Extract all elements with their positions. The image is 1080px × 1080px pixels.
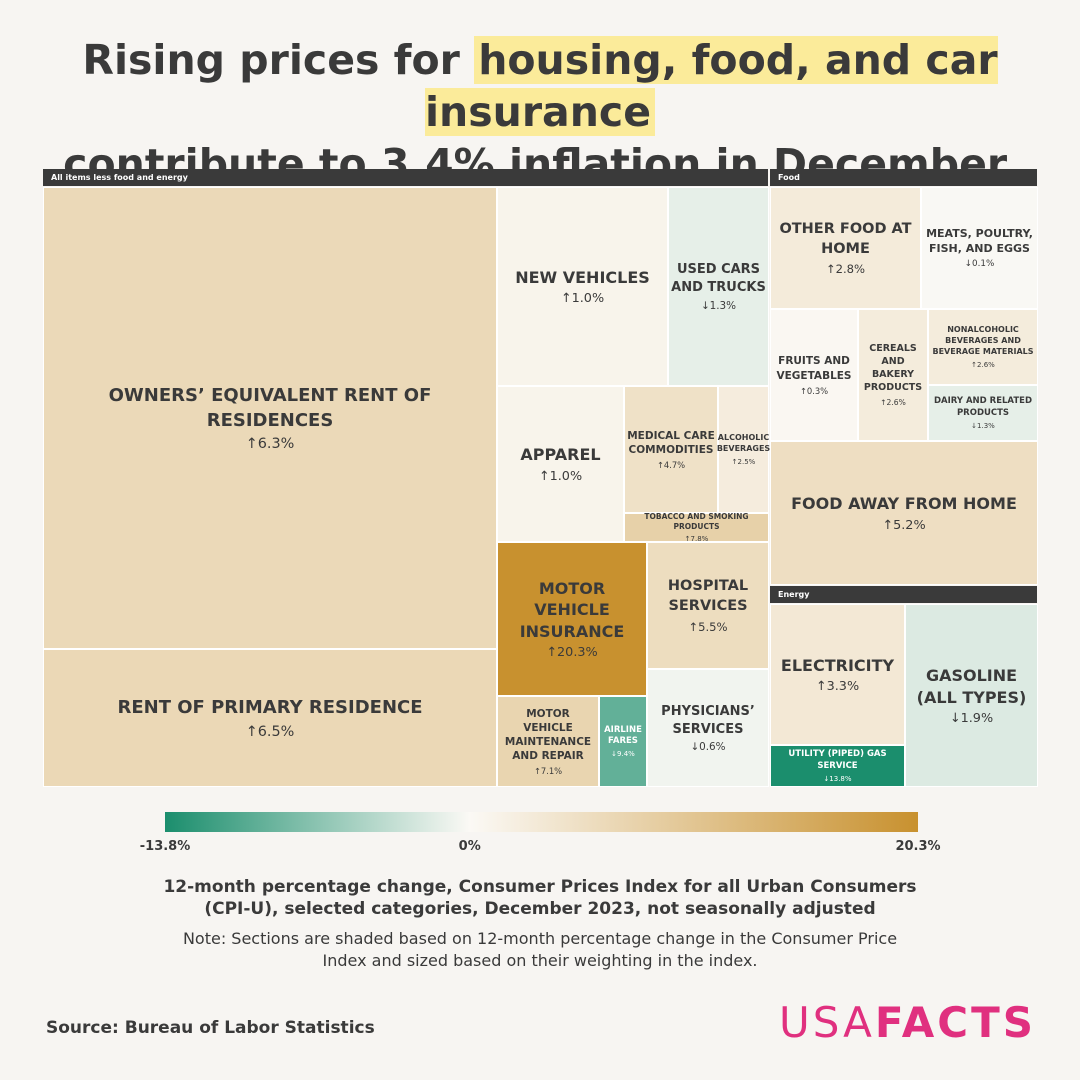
tile-label: Alcoholic beverages [716, 433, 771, 453]
value-label: ↑6.3% [245, 435, 295, 452]
group-header: Food [770, 169, 1037, 186]
value-label: ↑4.7% [656, 460, 686, 471]
treemap-tile: Motor vehicle maintenance and repair ↑7.1… [497, 696, 599, 787]
tile-label: Other food at home [779, 220, 912, 257]
tile-label: Motor vehicle insurance [519, 578, 625, 641]
value-label: ↓1.3% [971, 421, 995, 430]
value-label: ↓1.9% [949, 711, 994, 727]
tile-label: Cereals and bakery products [863, 343, 923, 393]
value-label: ↑2.8% [825, 262, 866, 277]
chart-title: Rising prices for housing, food, and car… [0, 34, 1080, 190]
logo: USAFACTS [779, 998, 1036, 1047]
value-label: ↑1.0% [560, 291, 605, 307]
treemap-tile: Alcoholic beverages ↑2.5% [716, 386, 771, 513]
treemap-tile: Tobacco and smoking products ↑7.8% [624, 511, 769, 544]
treemap-tile: Food away from home ↑5.2% [770, 441, 1038, 585]
tile-label: Rent of primary residence [117, 697, 423, 719]
value-label: ↑2.5% [731, 457, 756, 466]
tile-label: Electricity [780, 655, 895, 675]
group-header: Energy [770, 586, 1037, 603]
treemap-tile: Gasoline (all types) ↓1.9% [905, 604, 1038, 787]
value-label: ↓9.4% [611, 750, 635, 759]
logo-part: FACTS [874, 998, 1036, 1047]
value-label: ↓1.3% [700, 299, 737, 312]
group-header: All items less food and energy [43, 169, 768, 186]
treemap-tile: Meats, poultry, fish, and eggs ↓0.1% [921, 187, 1038, 309]
value-label: ↑0.3% [799, 385, 829, 396]
subtitle: 12-month percentage change, Consumer Pri… [163, 877, 917, 919]
tile-label: Nonalcoholic beverages and beverage mate… [932, 325, 1034, 356]
tile-label: Dairy and related products [933, 396, 1033, 418]
value-label: ↓13.8% [823, 774, 852, 783]
treemap-tile: Used cars and trucks ↓1.3% [668, 187, 769, 386]
treemap-tile: Rent of primary residence ↑6.5% [43, 649, 497, 787]
value-label: ↓0.6% [690, 741, 726, 754]
tile-label: Physicians’ services [661, 703, 755, 737]
tile-label: Utility (piped) gas service [788, 749, 887, 771]
note: Note: Sections are shaded based on 12-mo… [182, 929, 898, 970]
treemap-tile: Nonalcoholic beverages and beverage mate… [928, 309, 1038, 385]
treemap-tile: Motor vehicle insurance ↑20.3% [497, 542, 647, 696]
tile-label: Owners’ equivalent rent of residences [108, 385, 432, 431]
value-label: ↑7.8% [684, 535, 709, 544]
treemap-tile: Hospital services ↑5.5% [647, 542, 769, 669]
tile-label: Meats, poultry, fish, and eggs [926, 226, 1033, 255]
tile-label: Motor vehicle maintenance and repair [504, 707, 592, 763]
tile-label: Airline fares [604, 724, 642, 746]
tile-label: Hospital services [667, 578, 749, 614]
treemap-tile: Electricity ↑3.3% [770, 604, 905, 745]
color-bar [165, 812, 918, 832]
tile-label: Food away from home [791, 494, 1017, 514]
tile-label: Medical care commodities [627, 429, 715, 456]
value-label: ↑5.5% [688, 619, 728, 634]
tile-label: Used cars and trucks [671, 262, 766, 295]
treemap-tile: Other food at home ↑2.8% [770, 187, 921, 309]
value-label: ↑2.6% [971, 360, 995, 369]
value-label: ↓0.1% [964, 259, 995, 270]
tile-label: New vehicles [515, 267, 650, 287]
value-label: ↑20.3% [546, 645, 598, 661]
color-tick-label: 20.3% [895, 839, 941, 854]
tile-label: Fruits and vegetables [776, 355, 852, 382]
tile-label: Tobacco and smoking products [644, 511, 749, 531]
treemap-tile: Fruits and vegetables ↑0.3% [770, 309, 858, 441]
treemap-tile: Cereals and bakery products ↑2.6% [858, 309, 928, 441]
treemap-tile: New vehicles ↑1.0% [497, 187, 668, 386]
tile-label: Gasoline (all types) [916, 665, 1027, 707]
color-tick-label: 0% [458, 839, 481, 854]
logo-part: USA [778, 998, 875, 1047]
treemap-tile: Owners’ equivalent rent of residences ↑6.… [43, 187, 497, 649]
source: Source: Bureau of Labor Statistics [46, 1018, 375, 1038]
treemap-tile: Utility (piped) gas service ↓13.8% [770, 745, 905, 787]
value-label: ↑3.3% [815, 679, 860, 695]
treemap-tile: Apparel ↑1.0% [497, 386, 624, 542]
treemap-tile: Medical care commodities ↑4.7% [624, 386, 718, 513]
value-label: ↑5.2% [882, 517, 926, 533]
tile-label: Apparel [520, 445, 601, 465]
value-label: ↑1.0% [538, 468, 583, 484]
value-label: ↑7.1% [533, 766, 563, 777]
treemap-tile: Physicians’ services ↓0.6% [647, 669, 769, 787]
treemap-tile: Dairy and related products ↓1.3% [928, 385, 1038, 441]
title-part: Rising prices for [82, 36, 460, 84]
title-highlight: housing, food, and car insurance [424, 36, 998, 136]
value-label: ↑2.6% [880, 397, 906, 407]
color-tick-label: -13.8% [139, 839, 191, 854]
treemap-tile: Airline fares ↓9.4% [599, 696, 647, 787]
value-label: ↑6.5% [245, 723, 295, 740]
